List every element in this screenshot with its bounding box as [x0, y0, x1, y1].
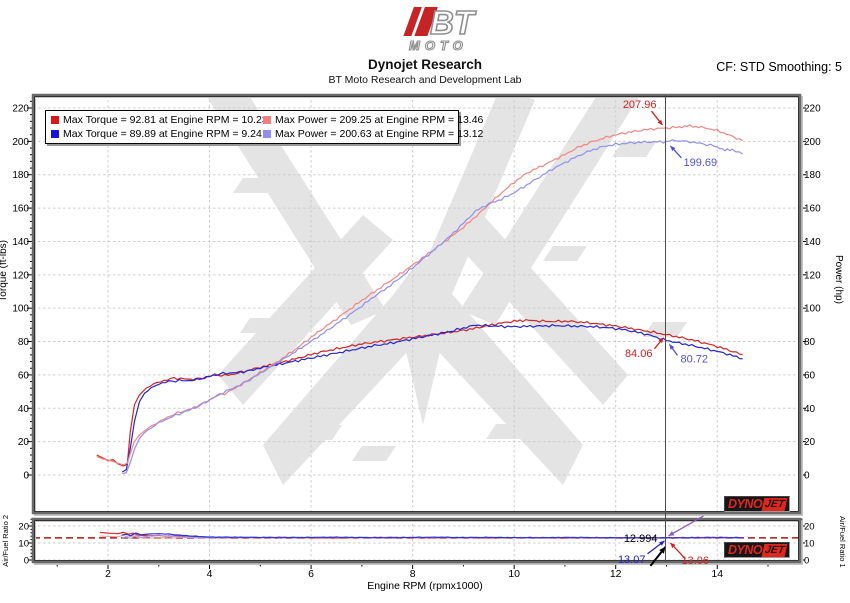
svg-text:0: 0: [24, 556, 29, 567]
svg-text:40: 40: [804, 404, 816, 415]
annotation-label: 12.994: [624, 533, 658, 545]
svg-text:160: 160: [804, 204, 821, 215]
annotation-label: 13.06: [681, 555, 709, 567]
watermark-emblem: [206, 96, 687, 485]
legend-swatch-icon: [51, 130, 59, 138]
svg-text:20: 20: [18, 522, 29, 533]
legend-swatch-icon: [263, 116, 271, 124]
legend-swatch-icon: [263, 130, 271, 138]
annotation-label: 80.72: [680, 353, 708, 365]
svg-text:220: 220: [804, 103, 821, 114]
svg-text:120: 120: [12, 270, 29, 281]
svg-text:100: 100: [12, 304, 29, 315]
legend-label: Max Torque = 89.89 at Engine RPM = 9.24: [63, 128, 262, 140]
svg-text:180: 180: [12, 170, 29, 181]
dynojet-logo-main: DYNO JET: [724, 496, 791, 512]
rpm-axis-title: Engine RPM (rpmx1000): [367, 580, 483, 592]
svg-text:120: 120: [804, 270, 821, 281]
logo-slashes-icon: [402, 7, 438, 36]
svg-text:20: 20: [804, 522, 815, 533]
logo-bt-text: BT: [430, 4, 477, 41]
svg-text:40: 40: [18, 404, 30, 415]
svg-text:6: 6: [308, 568, 314, 580]
annotation-label: 207.96: [623, 99, 657, 111]
svg-text:80: 80: [18, 337, 30, 348]
dynojet-jet-text: JET: [761, 497, 788, 511]
bt-moto-logo: BT MOTO: [0, 3, 850, 59]
svg-text:180: 180: [804, 170, 821, 181]
svg-text:4: 4: [207, 568, 213, 580]
svg-text:60: 60: [804, 370, 816, 381]
svg-text:0: 0: [804, 471, 810, 482]
svg-text:80: 80: [804, 337, 816, 348]
afr1-axis-title: Air/Fuel Ratio 1: [838, 516, 847, 568]
svg-text:60: 60: [18, 370, 30, 381]
legend-item-power-2: Max Power = 200.63 at Engine RPM = 13.12: [263, 128, 483, 140]
legend-item-torque-1: Max Torque = 92.81 at Engine RPM = 10.23: [51, 114, 268, 126]
svg-text:140: 140: [12, 237, 29, 248]
legend-box: Max Torque = 92.81 at Engine RPM = 10.23…: [45, 110, 483, 144]
svg-text:0: 0: [804, 556, 809, 567]
correction-factor-label: CF: STD Smoothing: 5: [716, 60, 842, 74]
dynojet-logo-afr: DYNO JET: [724, 542, 791, 558]
svg-text:220: 220: [12, 103, 29, 114]
svg-text:160: 160: [12, 204, 29, 215]
annotation-label: 84.06: [625, 348, 653, 360]
page-subtitle: BT Moto Research and Development Lab: [328, 74, 522, 86]
svg-text:10: 10: [18, 539, 29, 550]
svg-text:10: 10: [804, 539, 815, 550]
svg-text:20: 20: [18, 437, 30, 448]
annotation-label: 199.69: [683, 157, 717, 169]
legend-label: Max Torque = 92.81 at Engine RPM = 10.23: [63, 114, 268, 126]
svg-text:140: 140: [804, 237, 821, 248]
logo-moto-text: MOTO: [409, 38, 468, 53]
dynojet-dyno-text: DYNO: [728, 542, 763, 557]
svg-text:14: 14: [711, 568, 723, 580]
legend-label: Max Power = 209.25 at Engine RPM = 13.46: [275, 114, 484, 126]
dynojet-jet-text: JET: [761, 543, 788, 557]
svg-text:100: 100: [804, 304, 821, 315]
svg-text:2: 2: [105, 568, 111, 580]
svg-text:10: 10: [508, 568, 520, 580]
svg-text:8: 8: [410, 568, 416, 580]
annotation-label: 13.07: [618, 554, 646, 566]
svg-text:200: 200: [804, 137, 821, 148]
legend-label: Max Power = 200.63 at Engine RPM = 13.12: [275, 128, 484, 140]
svg-text:20: 20: [804, 437, 816, 448]
legend-swatch-icon: [51, 116, 59, 124]
dynojet-dyno-text: DYNO: [728, 496, 763, 511]
legend-item-power-1: Max Power = 209.25 at Engine RPM = 13.46: [263, 114, 483, 126]
legend-item-torque-2: Max Torque = 89.89 at Engine RPM = 9.24: [51, 128, 262, 140]
svg-text:12: 12: [610, 568, 622, 580]
page-title: Dynojet Research: [367, 57, 483, 72]
svg-text:0: 0: [23, 471, 29, 482]
power-axis-title: Power (hp): [833, 255, 844, 304]
svg-text:200: 200: [12, 137, 29, 148]
cursor-line[interactable]: [665, 95, 667, 562]
